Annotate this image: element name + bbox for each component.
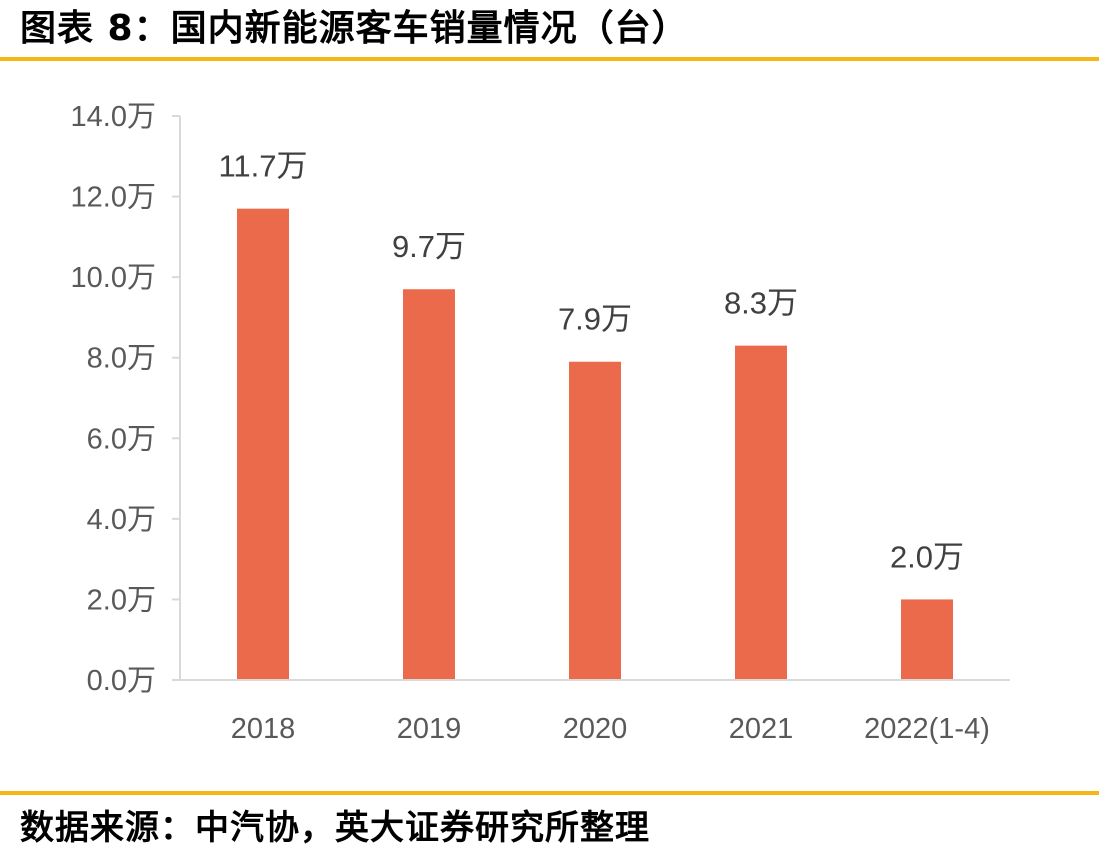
y-tick-label: 4.0万 <box>87 504 156 536</box>
y-tick-label: 2.0万 <box>87 584 156 616</box>
title-rule <box>0 57 1099 61</box>
y-tick-label: 8.0万 <box>87 343 156 375</box>
y-tick-label: 0.0万 <box>87 665 156 697</box>
y-tick-label: 6.0万 <box>87 423 156 455</box>
x-tick-label-2019: 2019 <box>397 713 462 745</box>
data-label-2019: 9.7万 <box>392 229 466 264</box>
bar-2018 <box>237 208 289 680</box>
bars <box>237 208 953 680</box>
bar-2021 <box>735 345 787 680</box>
bar-2020 <box>569 361 621 680</box>
data-label-2021: 8.3万 <box>724 286 798 321</box>
x-tick-label-2022(1-4): 2022(1-4) <box>864 713 990 745</box>
data-label-2022(1-4): 2.0万 <box>890 539 964 574</box>
y-axis: 0.0万 2.0万 4.0万 6.0万 8.0万 10.0万 12.0万 14.0万 <box>71 101 181 697</box>
x-tick-label-2021: 2021 <box>729 713 794 745</box>
source-rule <box>0 791 1099 795</box>
bar-chart: 0.0万 2.0万 4.0万 6.0万 8.0万 10.0万 12.0万 14.0万 11.7… <box>71 101 1010 745</box>
source-note: 数据来源：中汽协，英大证券研究所整理 <box>20 808 650 848</box>
x-tick-label-2018: 2018 <box>231 713 296 745</box>
data-labels: 11.7万 9.7万 7.9万 8.3万 2.0万 <box>218 149 964 575</box>
data-label-2020: 7.9万 <box>558 302 632 337</box>
data-label-2018: 11.7万 <box>218 149 307 184</box>
figure-title: 图表 8：国内新能源客车销量情况（台） <box>20 8 689 49</box>
x-tick-label-2020: 2020 <box>563 713 628 745</box>
y-tick-label: 10.0万 <box>71 262 156 294</box>
y-tick-label: 14.0万 <box>71 101 156 133</box>
bar-2019 <box>403 289 455 680</box>
y-tick-label: 12.0万 <box>71 182 156 214</box>
bar-2022(1-4) <box>901 599 953 680</box>
x-axis: 2018 2019 2020 2021 2022(1-4) <box>180 679 1010 745</box>
